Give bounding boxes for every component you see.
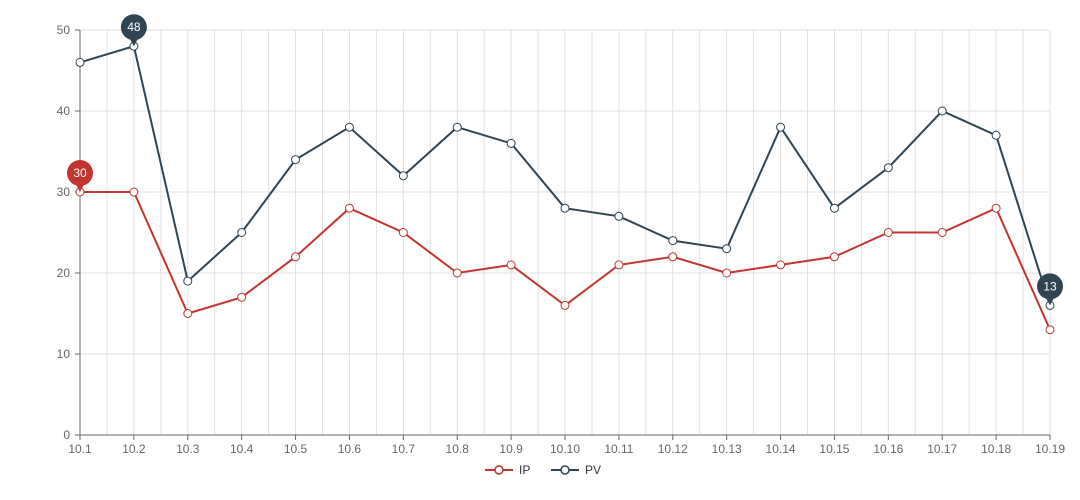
marker	[184, 277, 192, 285]
x-tick-label: 10.3	[176, 442, 200, 456]
marker	[1046, 326, 1054, 334]
marker	[399, 172, 407, 180]
marker	[561, 301, 569, 309]
marker	[615, 212, 623, 220]
marker	[615, 261, 623, 269]
legend-label: PV	[585, 463, 601, 477]
legend-marker-icon	[495, 466, 503, 474]
x-tick-label: 10.18	[981, 442, 1011, 456]
marker	[884, 164, 892, 172]
legend-label: IP	[519, 463, 530, 477]
legend-marker-icon	[561, 466, 569, 474]
x-tick-label: 10.11	[604, 442, 633, 456]
marker	[399, 229, 407, 237]
x-tick-label: 10.4	[230, 442, 254, 456]
marker	[76, 58, 84, 66]
marker	[292, 253, 300, 261]
x-tick-label: 10.9	[499, 442, 523, 456]
marker	[345, 204, 353, 212]
x-tick-label: 10.2	[122, 442, 146, 456]
marker	[507, 139, 515, 147]
marker	[238, 229, 246, 237]
marker	[723, 269, 731, 277]
x-tick-label: 10.15	[819, 442, 849, 456]
y-tick-label: 40	[57, 104, 71, 118]
x-tick-label: 10.13	[712, 442, 742, 456]
marker	[830, 204, 838, 212]
y-tick-label: 50	[57, 23, 71, 37]
marker	[453, 123, 461, 131]
marker	[130, 188, 138, 196]
y-tick-label: 0	[63, 428, 70, 442]
marker	[884, 229, 892, 237]
y-tick-label: 30	[57, 185, 71, 199]
marker	[723, 245, 731, 253]
mark-point-label: 30	[73, 166, 87, 180]
marker	[938, 107, 946, 115]
marker	[561, 204, 569, 212]
marker	[830, 253, 838, 261]
marker	[992, 131, 1000, 139]
y-tick-label: 20	[57, 266, 71, 280]
x-tick-label: 10.8	[446, 442, 470, 456]
marker	[669, 237, 677, 245]
line-chart: 0 10 20 30 40 50 10.1 10.2 10.3 10.4 10.5 10.6 10.7 1…	[0, 0, 1080, 500]
y-tick-label: 10	[57, 347, 71, 361]
x-tick-label: 10.1	[68, 442, 92, 456]
marker	[184, 310, 192, 318]
mark-point-label: 48	[127, 20, 141, 34]
x-tick-label: 10.14	[766, 442, 796, 456]
x-tick-label: 10.5	[284, 442, 308, 456]
marker	[938, 229, 946, 237]
x-tick-label: 10.16	[873, 442, 903, 456]
marker	[292, 156, 300, 164]
mark-point-label: 13	[1043, 279, 1057, 293]
marker	[238, 293, 246, 301]
x-tick-label: 10.17	[927, 442, 957, 456]
x-tick-label: 10.7	[392, 442, 416, 456]
marker	[777, 123, 785, 131]
x-tick-label: 10.12	[658, 442, 688, 456]
x-tick-label: 10.19	[1035, 442, 1065, 456]
marker	[777, 261, 785, 269]
x-tick-label: 10.6	[338, 442, 362, 456]
x-tick-label: 10.10	[550, 442, 580, 456]
marker	[507, 261, 515, 269]
marker	[992, 204, 1000, 212]
marker	[669, 253, 677, 261]
marker	[453, 269, 461, 277]
marker	[345, 123, 353, 131]
